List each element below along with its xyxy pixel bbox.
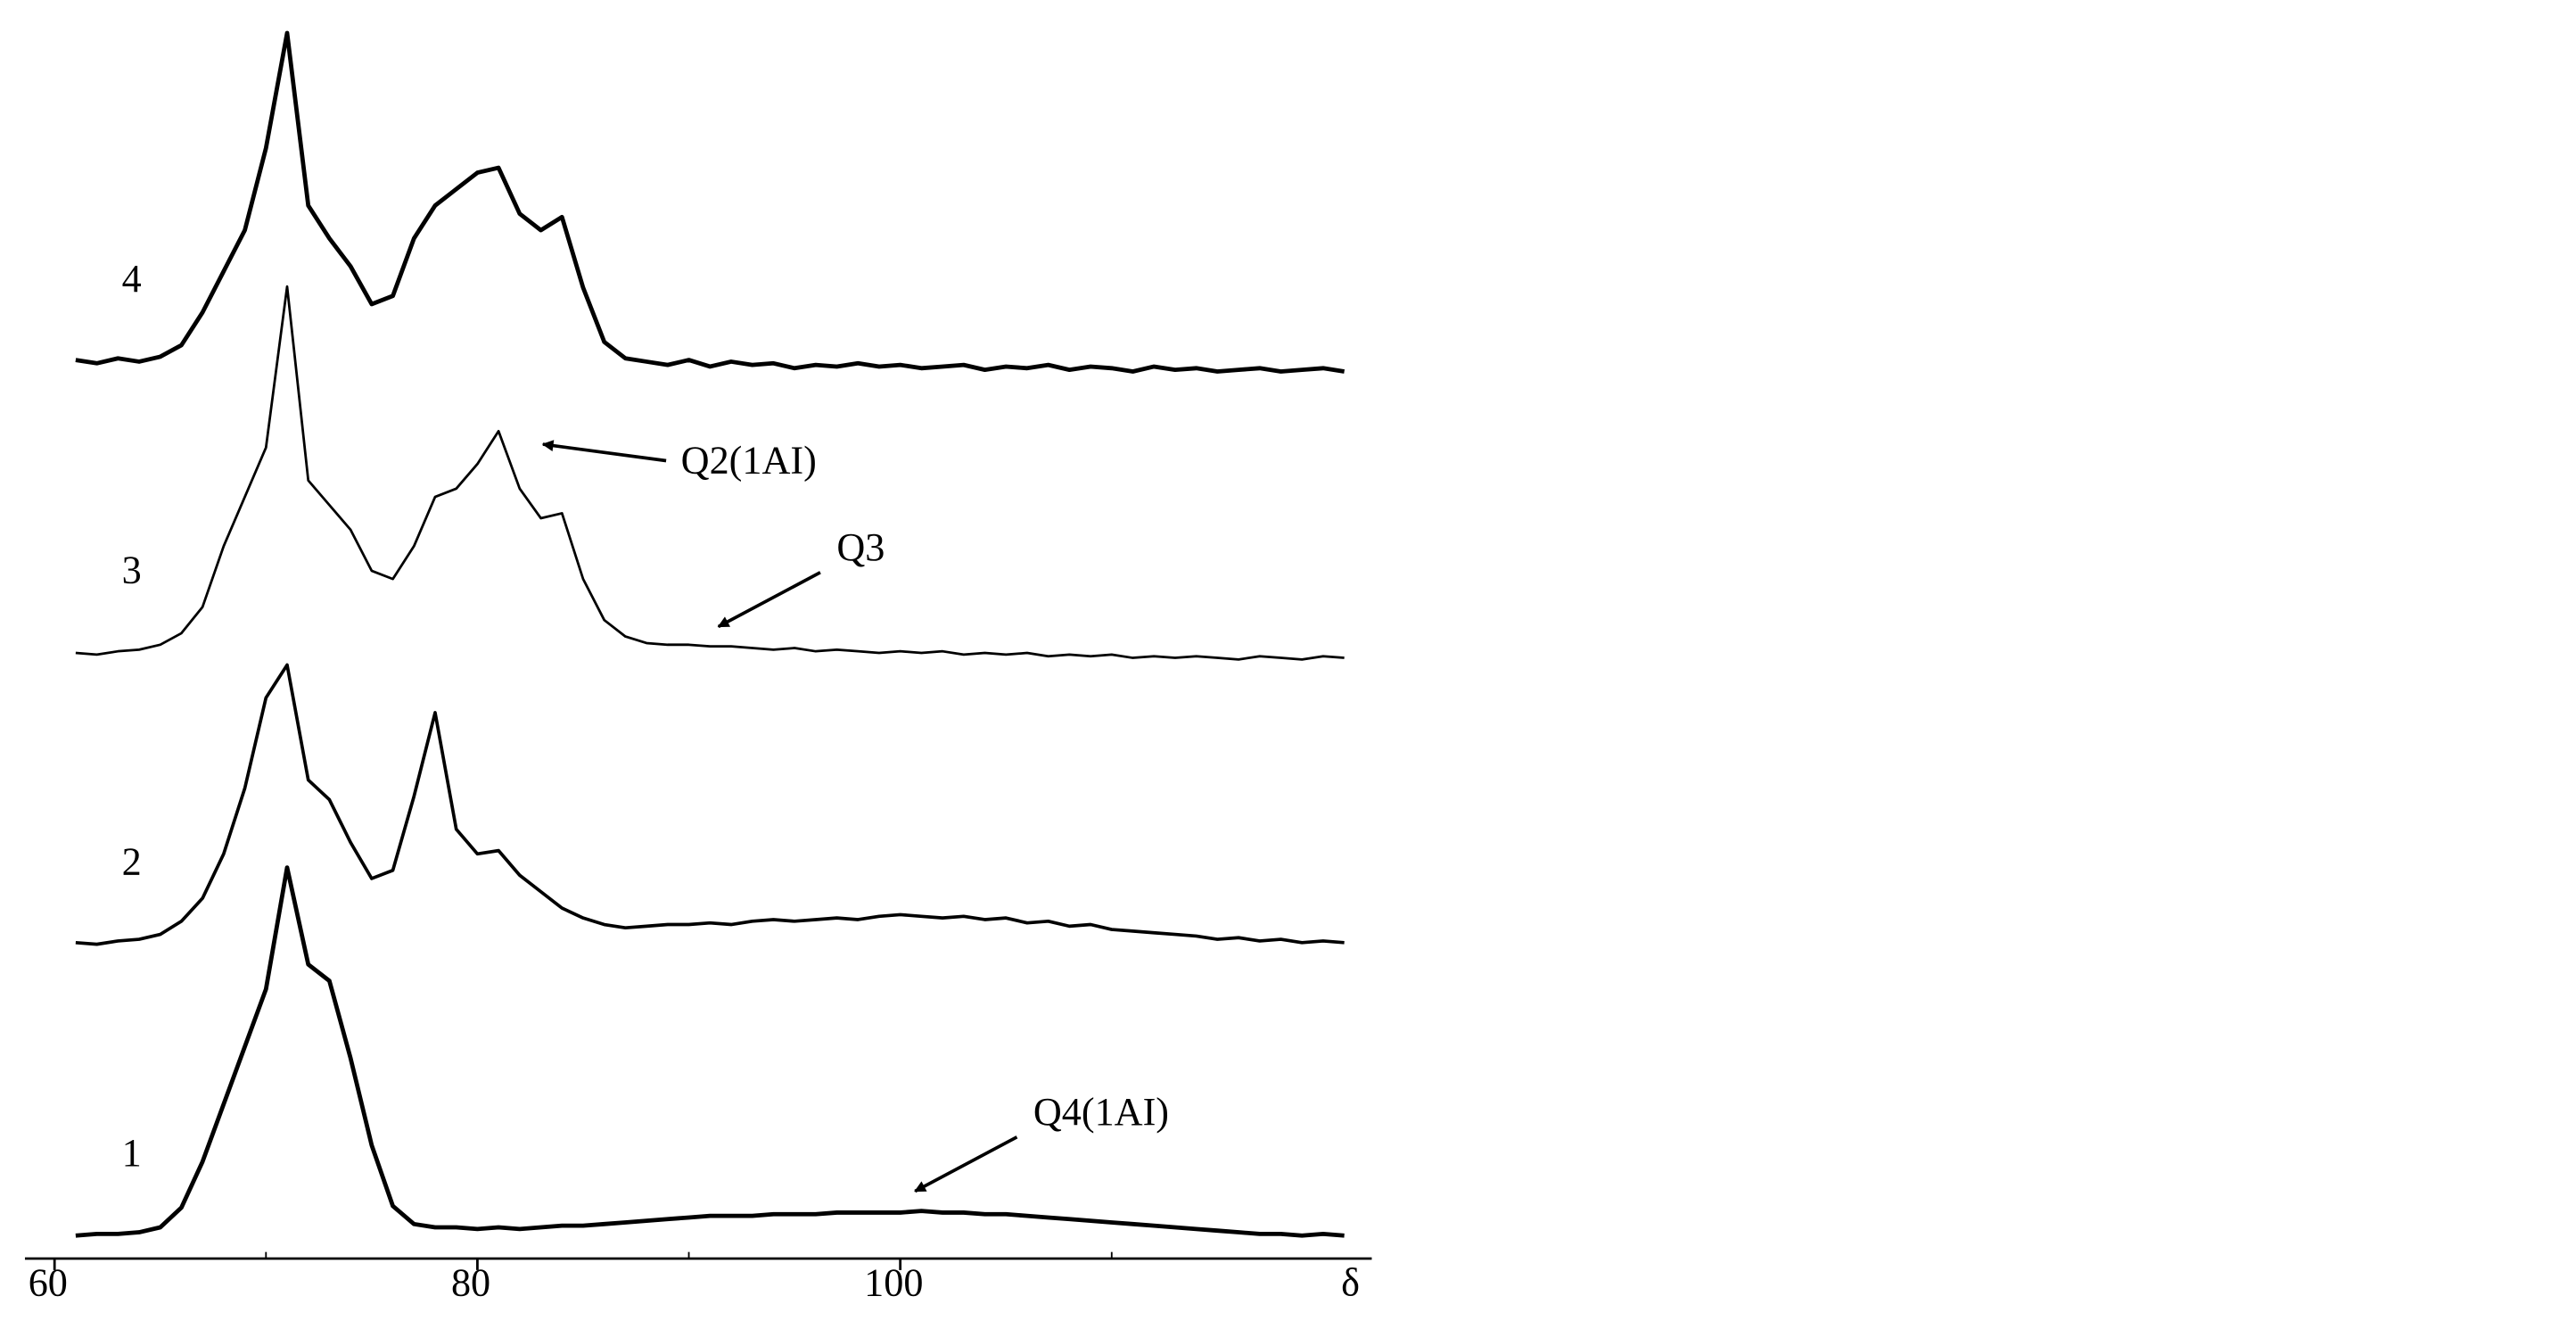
annotation: Q2(1AI) [681,438,817,482]
spectrum-line [75,663,1345,946]
series-label: 3 [122,549,142,592]
spectrum-line [75,865,1345,1238]
annotation: Q3 [836,525,885,569]
x-axis-label: δ [1341,1260,1360,1304]
x-tick-label: 60 [29,1260,68,1304]
annotation-arrow [914,1135,1018,1193]
annotation-arrow [541,440,667,463]
annotation-arrow [717,571,821,629]
x-tick-label: 100 [864,1260,923,1304]
series-label: 4 [122,257,142,301]
series-label: 1 [122,1131,142,1175]
annotation: Q4(1AI) [1033,1090,1169,1134]
spectrum-line [75,285,1345,661]
x-tick-label: 80 [451,1260,490,1304]
series-label: 2 [122,839,142,883]
spectrum-line [75,30,1345,374]
